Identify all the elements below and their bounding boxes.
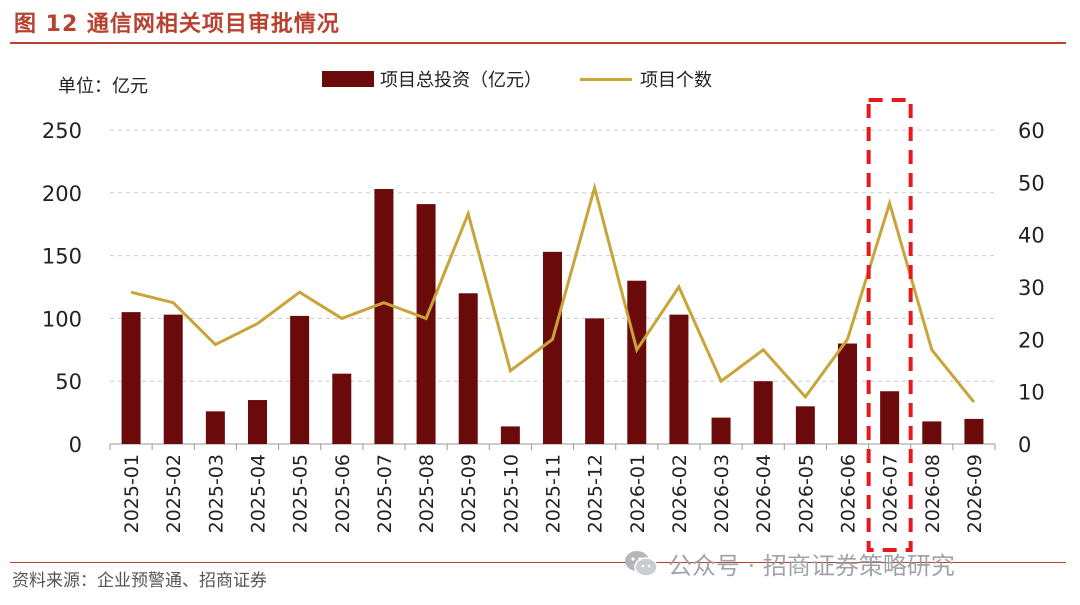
legend-label-investment: 项目总投资（亿元）: [380, 70, 542, 91]
x-tick-label: 2025-04: [248, 454, 270, 533]
y-right-tick-label: 30: [1018, 276, 1045, 300]
y-left-tick-label: 150: [42, 245, 82, 269]
x-tick-label: 2025-10: [500, 454, 522, 533]
watermark: 公众号 · 招商证券策略研究: [624, 546, 955, 581]
title-divider: [10, 42, 1066, 44]
bar-investment: [585, 318, 605, 444]
x-tick-label: 2026-09: [964, 454, 986, 533]
x-tick-label: 2026-05: [795, 454, 817, 533]
legend-item-investment: 项目总投资（亿元）: [322, 66, 542, 92]
bar-investment: [753, 381, 773, 444]
y-right-tick-label: 10: [1018, 381, 1045, 405]
legend-label-count: 项目个数: [640, 70, 712, 91]
unit-label: 单位：亿元: [58, 76, 148, 97]
x-tick-label: 2025-07: [374, 454, 396, 533]
bar-investment: [669, 314, 689, 444]
x-tick-label: 2026-01: [627, 454, 649, 533]
source-note: 资料来源：企业预警通、招商证券: [12, 571, 267, 591]
x-tick-label: 2026-06: [838, 454, 860, 533]
y-right-tick-label: 20: [1018, 328, 1045, 352]
y-right-tick-label: 50: [1018, 171, 1045, 195]
x-tick-label: 2026-07: [880, 454, 902, 533]
figure-title: 图 12 通信网相关项目审批情况: [14, 12, 340, 37]
x-tick-label: 2025-02: [163, 454, 185, 533]
bar-investment: [543, 251, 562, 444]
y-right-tick-label: 60: [1018, 119, 1045, 143]
combo-chart: 0 50 100 150 200 250 0 10 20 30 40 50 60 2025-01 2025-…: [42, 98, 1045, 552]
bar-investment: [374, 189, 394, 444]
y-right-tick-label: 40: [1018, 224, 1045, 248]
bar-investment: [795, 406, 815, 444]
source-divider: [10, 562, 1066, 563]
y-right-tick-label: 0: [1018, 433, 1031, 457]
x-tick-label: 2026-04: [753, 454, 775, 533]
bar-investment: [121, 312, 141, 444]
y-left-tick-label: 50: [55, 370, 82, 394]
bar-investment: [838, 343, 857, 444]
bar-investment: [416, 204, 436, 444]
x-tick-label: 2025-01: [121, 454, 143, 533]
y-left-tick-label: 200: [42, 182, 82, 206]
bar-investment: [332, 373, 352, 444]
wechat-icon: [625, 550, 658, 577]
x-tick-label: 2025-06: [332, 454, 354, 533]
bar-investment: [205, 411, 225, 444]
bar-investment: [627, 280, 647, 444]
bar-investment: [964, 418, 984, 444]
x-tick-label: 2025-05: [290, 454, 312, 533]
legend-item-count: 项目个数: [580, 66, 712, 92]
bar-investment: [458, 293, 478, 444]
bar-investment: [248, 400, 267, 444]
x-tick-label: 2025-03: [205, 454, 227, 533]
bar-investment: [922, 421, 942, 444]
y-left-tick-label: 250: [42, 119, 82, 143]
bar-investment: [711, 417, 731, 444]
bar-investment: [880, 391, 900, 444]
x-tick-label: 2026-02: [669, 454, 691, 533]
x-tick-label: 2025-11: [543, 454, 565, 533]
y-left-tick-label: 0: [69, 433, 82, 457]
bar-investment: [290, 315, 310, 444]
bar-investment: [163, 314, 183, 444]
legend-line-swatch: [580, 77, 632, 81]
x-tick-label: 2025-12: [585, 454, 607, 533]
bar-investment: [500, 426, 520, 444]
x-tick-label: 2026-03: [711, 454, 733, 533]
chart-legend: 项目总投资（亿元） 项目个数: [322, 66, 750, 92]
x-tick-label: 2025-08: [416, 454, 438, 533]
y-left-tick-label: 100: [42, 307, 82, 331]
highlight-box: [866, 98, 913, 552]
legend-bar-swatch: [322, 71, 374, 87]
x-tick-label: 2026-08: [922, 454, 944, 533]
watermark-text: 公众号 · 招商证券策略研究: [668, 552, 955, 580]
x-tick-label: 2025-09: [458, 454, 480, 533]
